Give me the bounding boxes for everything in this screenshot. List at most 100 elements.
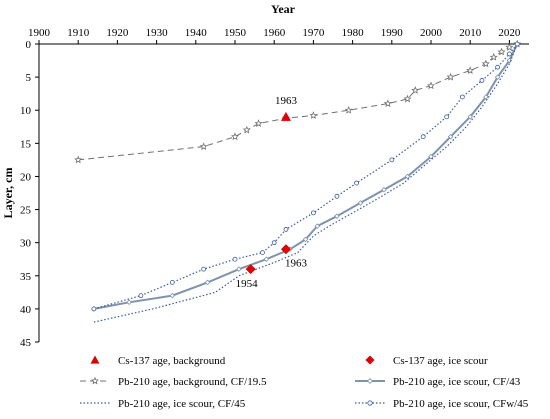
data-point <box>344 105 353 114</box>
x-tick-label: 1900 <box>28 27 51 39</box>
data-point <box>459 94 465 100</box>
data-point <box>447 133 454 140</box>
x-tick-label: 1940 <box>185 27 208 39</box>
series-2 <box>74 39 522 164</box>
legend-item: Pb-210 age, background, CF/19.5 <box>80 376 267 388</box>
data-point <box>383 99 392 108</box>
legend-marker <box>91 376 99 385</box>
x-tick-label: 1970 <box>302 27 325 39</box>
y-tick-label: 45 <box>20 337 32 349</box>
data-point <box>232 256 238 262</box>
data-point <box>411 86 420 94</box>
data-point <box>236 266 242 272</box>
y-tick-label: 40 <box>20 304 32 316</box>
data-point <box>479 78 485 83</box>
data-point <box>354 180 359 186</box>
series-line <box>93 43 518 323</box>
legend-item: Pb-210 age, ice scour, CF/43 <box>355 376 521 388</box>
series-0 <box>280 111 291 121</box>
data-point <box>381 186 387 193</box>
data-point <box>467 114 473 120</box>
x-axis-title: Year <box>271 2 296 16</box>
data-point <box>310 210 316 216</box>
x-tick-label: 1950 <box>224 27 247 39</box>
legend-label: Pb-210 age, background, CF/19.5 <box>118 376 267 388</box>
data-point <box>263 256 270 262</box>
legend-item: Cs-137 age, background <box>90 355 226 367</box>
x-tick-label: 2020 <box>498 27 521 39</box>
data-point <box>126 299 132 306</box>
data-point <box>91 306 97 312</box>
series-5 <box>91 41 520 312</box>
x-tick-label: 1960 <box>263 27 286 39</box>
data-point <box>506 51 512 57</box>
y-tick-label: 10 <box>20 105 32 117</box>
data-point <box>309 111 318 119</box>
x-tick-label: 2000 <box>420 27 443 39</box>
data-point <box>483 94 489 100</box>
legend-item: Pb-210 age, ice scour, CF/45 <box>80 398 246 410</box>
legend-label: Pb-210 age, ice scour, CF/43 <box>393 376 521 388</box>
legend-label: Pb-210 age, ice scour, CFw/45 <box>393 398 529 410</box>
x-tick-label: 1930 <box>146 27 169 39</box>
y-tick-label: 20 <box>20 171 32 183</box>
y-tick-label: 15 <box>20 138 32 150</box>
data-point <box>231 132 239 141</box>
data-point <box>497 47 506 56</box>
y-tick-label: 25 <box>20 205 32 217</box>
y-tick-label: 5 <box>26 72 32 84</box>
data-point <box>489 52 498 61</box>
x-tick-label: 1980 <box>342 27 365 39</box>
legend-swatch <box>365 355 375 365</box>
data-point <box>357 200 364 206</box>
data-point <box>404 173 411 180</box>
data-point <box>505 43 514 51</box>
legend-marker <box>367 378 373 384</box>
data-point <box>428 153 434 160</box>
legend-item: Cs-137 age, ice scour <box>365 355 488 367</box>
data-point <box>283 227 289 232</box>
data-point <box>446 72 455 81</box>
legend-label: Cs-137 age, background <box>118 355 226 367</box>
x-tick-label: 1920 <box>106 27 129 39</box>
legend: Cs-137 age, background Cs-137 age, ice sc… <box>80 355 529 410</box>
data-point <box>260 250 265 256</box>
series-4 <box>93 43 518 323</box>
data-point <box>403 94 412 103</box>
data-point <box>138 293 144 299</box>
data-point <box>314 223 321 229</box>
annotation-label: 1963 <box>285 257 308 269</box>
data-point <box>334 213 340 219</box>
data-point <box>481 59 490 68</box>
legend-item: Pb-210 age, ice scour, CFw/45 <box>355 398 529 410</box>
data-point <box>420 134 426 140</box>
data-point <box>271 240 277 246</box>
data-point <box>444 114 450 120</box>
data-point <box>302 236 309 243</box>
data-point <box>201 266 207 272</box>
legend-swatch <box>90 355 100 364</box>
data-point <box>280 111 291 121</box>
series-3 <box>91 41 521 312</box>
data-point <box>169 292 176 299</box>
data-point <box>495 64 501 70</box>
data-point <box>242 125 251 134</box>
data-point <box>514 41 520 47</box>
legend-marker <box>367 400 373 406</box>
series-line <box>93 43 519 310</box>
data-point <box>204 279 211 286</box>
data-point <box>466 66 475 74</box>
data-point <box>74 155 83 164</box>
legend-label: Cs-137 age, ice scour <box>393 355 488 367</box>
y-tick-label: 35 <box>20 271 32 283</box>
annotation-label: 1963 <box>275 95 298 107</box>
data-point <box>199 142 208 151</box>
annotation-label: 1954 <box>236 278 259 290</box>
data-point <box>169 279 175 285</box>
y-tick-label: 0 <box>26 39 32 51</box>
x-tick-label: 1910 <box>67 27 90 39</box>
x-tick-label: 2010 <box>459 27 482 39</box>
y-axis-title: Layer, cm <box>1 168 15 219</box>
y-tick-label: 30 <box>20 238 32 250</box>
data-point <box>280 244 291 255</box>
